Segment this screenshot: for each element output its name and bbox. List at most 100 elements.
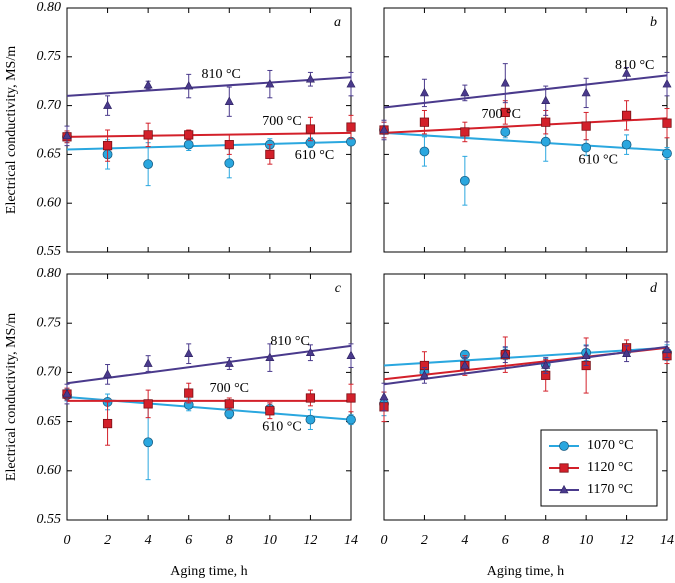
data-point: [265, 352, 275, 361]
data-point: [265, 406, 275, 416]
data-point: [346, 393, 356, 403]
data-point: [662, 78, 672, 88]
series-label: 610 °C: [295, 148, 334, 163]
data-point: [621, 110, 632, 120]
data-point: [305, 414, 316, 425]
legend-marker: [559, 484, 569, 494]
data-point: [621, 139, 632, 150]
data-point: [143, 437, 154, 448]
x-tick-label: 10: [579, 533, 593, 548]
x-tick-label: 14: [344, 533, 358, 548]
x-tick-label: 6: [502, 533, 509, 548]
data-point: [581, 87, 591, 97]
y-tick-label: 0.80: [37, 0, 62, 15]
data-point: [541, 117, 551, 127]
data-point: [460, 127, 470, 137]
x-tick-label: 12: [303, 533, 317, 548]
series-label: 810 °C: [615, 58, 654, 73]
data-point: [305, 74, 315, 83]
y-tick-label: 0.55: [37, 512, 62, 527]
data-point: [581, 142, 592, 153]
data-point: [102, 418, 113, 429]
panel: 0.55 0.60 0.65 0.70 0.75 0.80 a Electrical cond…: [4, 0, 356, 259]
panel-label: a: [334, 15, 341, 30]
x-tick-label: 0: [381, 533, 388, 548]
x-tick-label: 8: [542, 533, 549, 548]
series-label: 610 °C: [579, 152, 618, 167]
data-point: [662, 148, 672, 159]
data-point: [622, 348, 632, 358]
data-point: [103, 100, 113, 109]
x-tick-label: 4: [145, 533, 152, 548]
panel-label: c: [335, 281, 342, 296]
data-point: [346, 78, 356, 88]
data-point: [500, 127, 511, 137]
data-point: [224, 358, 234, 367]
data-point: [102, 141, 113, 151]
data-point: [662, 118, 672, 128]
data-point: [419, 370, 429, 379]
data-point: [224, 96, 234, 105]
data-point: [265, 149, 275, 159]
x-axis-label: Aging time, h: [487, 564, 564, 579]
y-tick-label: 0.70: [37, 365, 62, 380]
trend-line: [66, 76, 352, 97]
data-point: [379, 124, 389, 134]
data-point: [540, 136, 551, 147]
data-point: [460, 360, 470, 369]
series-label: 700 °C: [262, 114, 301, 129]
x-tick-label: 14: [660, 533, 674, 548]
y-tick-label: 0.65: [37, 414, 62, 429]
data-point: [419, 87, 429, 97]
data-point: [581, 121, 591, 131]
data-point: [224, 158, 235, 169]
series-label: 810 °C: [270, 334, 309, 349]
data-point: [500, 107, 510, 118]
x-tick-label: 2: [421, 533, 428, 548]
data-point: [143, 159, 154, 170]
y-axis-label: Electrical conductivity, MS/m: [4, 46, 19, 214]
data-point: [265, 78, 275, 88]
x-tick-label: 2: [104, 533, 111, 548]
data-point: [184, 388, 194, 398]
data-point: [346, 122, 356, 132]
data-point: [183, 139, 194, 150]
data-point: [305, 124, 316, 134]
data-point: [460, 87, 470, 97]
data-point: [419, 146, 430, 157]
data-point: [143, 358, 153, 367]
y-tick-label: 0.75: [37, 49, 62, 64]
y-tick-label: 0.60: [37, 463, 62, 478]
data-point: [662, 344, 672, 354]
x-tick-label: 10: [263, 533, 277, 548]
series-label: 700 °C: [210, 381, 249, 396]
data-point: [346, 350, 356, 359]
y-tick-label: 0.75: [37, 315, 62, 330]
y-tick-label: 0.55: [37, 244, 62, 259]
legend-label: 1120 °C: [587, 460, 633, 475]
data-point: [459, 175, 470, 186]
data-point: [305, 393, 316, 403]
x-tick-label: 4: [461, 533, 468, 548]
data-point: [500, 349, 510, 358]
data-point: [581, 350, 591, 359]
trend-line: [383, 74, 668, 109]
data-point: [379, 391, 389, 401]
legend-marker: [559, 441, 569, 451]
data-point: [500, 78, 510, 87]
trend-line: [66, 131, 352, 138]
data-point: [224, 140, 234, 150]
legend: 1070 °C 1120 °C 1170 °C: [540, 429, 658, 507]
data-point: [62, 130, 72, 140]
data-point: [419, 117, 430, 127]
data-point: [143, 399, 153, 409]
trend-line: [383, 346, 668, 367]
legend-marker: [559, 463, 569, 473]
x-tick-label: 8: [226, 533, 233, 548]
trend-line: [66, 344, 352, 385]
x-tick-label: 6: [185, 533, 192, 548]
y-tick-label: 0.80: [37, 266, 62, 281]
data-point: [184, 130, 194, 140]
